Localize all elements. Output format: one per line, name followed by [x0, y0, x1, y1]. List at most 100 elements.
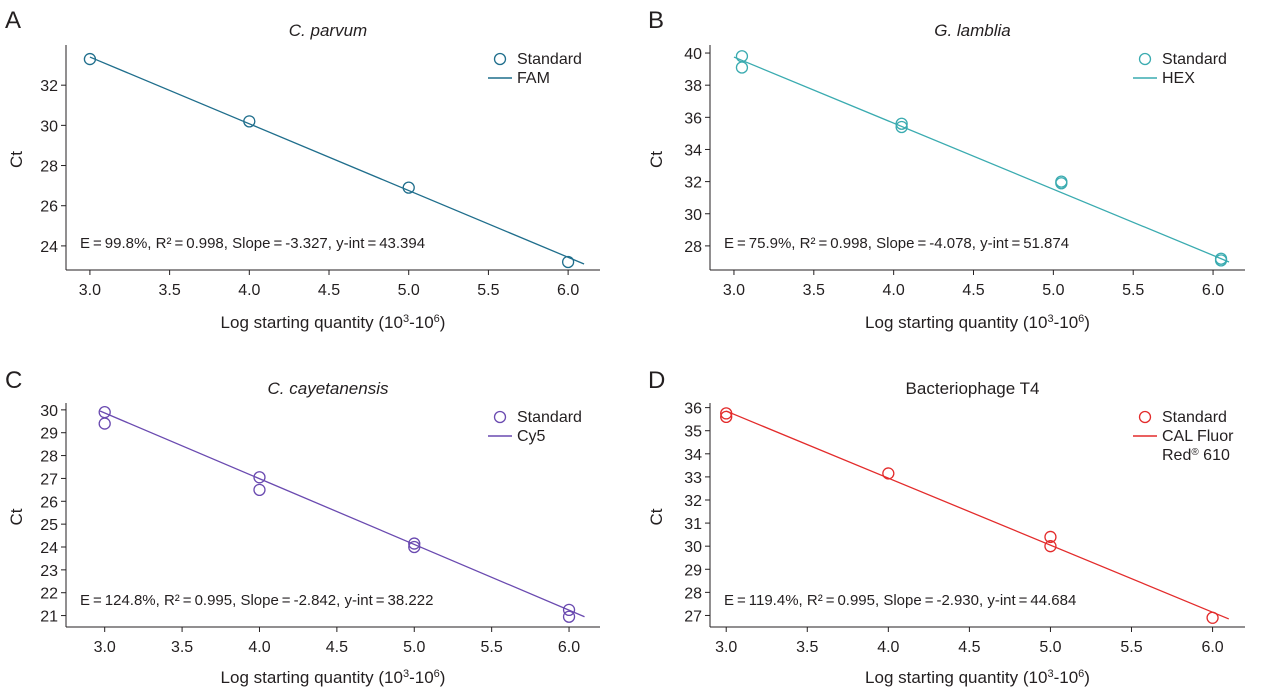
y-tick-label: 33	[684, 470, 702, 487]
data-point	[1214, 254, 1228, 267]
x-axis-label-sup: 6	[434, 313, 440, 325]
x-tick-label: 3.0	[94, 639, 116, 656]
x-axis-label-text: )	[1084, 668, 1090, 687]
data-point	[243, 115, 256, 128]
y-tick-label: 30	[684, 539, 702, 556]
y-tick-label: 32	[684, 175, 702, 192]
fit-line	[733, 56, 1230, 263]
data-point	[562, 610, 576, 623]
y-tick-label: 29	[40, 426, 58, 443]
data-point	[562, 603, 576, 617]
x-tick-label: 4.0	[883, 282, 905, 299]
y-tick-label: 34	[684, 447, 702, 464]
data-point	[561, 255, 575, 269]
y-tick-label: 22	[40, 586, 58, 603]
x-tick-label: 5.0	[398, 282, 420, 299]
y-tick-label: 24	[40, 239, 58, 256]
y-tick-label: 30	[40, 118, 58, 135]
legend-label-series: FAM	[517, 70, 550, 87]
legend-label-series: HEX	[1162, 70, 1195, 87]
y-tick-label: 40	[684, 46, 702, 63]
data-point	[253, 483, 266, 497]
x-axis-label-text: Log starting quantity (10	[221, 668, 403, 687]
fit-line	[99, 410, 585, 618]
panel-letter: A	[5, 7, 21, 34]
data-point	[895, 117, 908, 130]
y-tick-label: 28	[40, 159, 58, 176]
data-point	[1044, 530, 1057, 544]
legend-marker	[493, 410, 507, 424]
panel-c: C C. cayetanensis 3.0 3.5 4.0 4.5 5.0 5.5 6.0 21 2…	[5, 367, 600, 687]
data-point	[98, 405, 111, 419]
chart-title: C. parvum	[289, 21, 367, 40]
x-tick-label: 6.0	[1202, 282, 1224, 299]
x-axis-label-sup: 6	[1078, 313, 1084, 325]
panel-d: D Bacteriophage T4 3.0 3.5 4.0 4.5 5.0 5.5 6.0 27…	[647, 367, 1245, 687]
fit-line	[89, 56, 585, 265]
x-tick-label: 3.0	[715, 639, 737, 656]
x-axis-label-text: Log starting quantity (10	[221, 313, 403, 332]
y-axis-label: Ct	[647, 151, 666, 168]
data-point	[1055, 177, 1068, 190]
x-tick-label: 5.5	[477, 282, 499, 299]
chart-title: C. cayetanensis	[268, 379, 389, 398]
x-tick-label: 4.0	[877, 639, 899, 656]
y-tick-label: 26	[40, 494, 58, 511]
x-axis-label: Log starting quantity (103-106)	[865, 668, 1090, 687]
y-tick-label: 38	[684, 78, 702, 95]
y-tick-label: 29	[684, 562, 702, 579]
y-tick-label: 28	[40, 449, 58, 466]
legend-label-standard: Standard	[1162, 409, 1227, 426]
x-tick-label: 5.5	[1122, 282, 1144, 299]
x-tick-label: 5.0	[403, 639, 425, 656]
data-point	[408, 537, 421, 550]
legend-label-standard: Standard	[517, 51, 582, 68]
y-tick-label: 28	[684, 239, 702, 256]
y-tick-label: 35	[684, 424, 702, 441]
y-tick-label: 34	[684, 142, 702, 159]
x-axis-label-sup: 3	[403, 313, 409, 325]
y-tick-label: 28	[684, 585, 702, 602]
x-axis-label-text: -10	[409, 668, 434, 687]
y-axis-label: Ct	[647, 508, 666, 525]
y-tick-label: 30	[40, 403, 58, 420]
x-tick-label: 4.5	[326, 639, 348, 656]
x-axis-label-text: )	[440, 668, 446, 687]
x-tick-label: 4.0	[248, 639, 270, 656]
x-axis-label-text: -10	[1054, 668, 1079, 687]
data-point	[83, 52, 97, 66]
x-tick-label: 4.5	[318, 282, 340, 299]
legend-marker	[1138, 410, 1152, 424]
legend-label-series: CAL Fluor	[1162, 428, 1234, 445]
panel-a: A C. parvum 3.0 3.5 4.0 4.5 5.0 5.5 6.0 24 26 28 30 3…	[5, 7, 600, 332]
x-axis-label-text: -10	[409, 313, 434, 332]
x-tick-label: 4.5	[958, 639, 980, 656]
data-point	[408, 540, 421, 554]
x-tick-label: 6.0	[1201, 639, 1223, 656]
y-tick-label: 25	[40, 517, 58, 534]
x-axis-label-sup: 6	[434, 668, 440, 680]
y-tick-label: 21	[40, 609, 58, 626]
x-tick-label: 5.5	[481, 639, 503, 656]
regression-stats: E = 119.4%, R² = 0.995, Slope = -2.930, …	[724, 592, 1076, 609]
data-point	[253, 471, 266, 484]
x-tick-label: 3.5	[803, 282, 825, 299]
regression-stats: E = 124.8%, R² = 0.995, Slope = -2.842, …	[80, 592, 433, 609]
x-tick-label: 3.5	[171, 639, 193, 656]
y-tick-label: 26	[40, 199, 58, 216]
y-tick-label: 30	[684, 207, 702, 224]
data-point	[720, 407, 733, 420]
y-tick-label: 32	[684, 493, 702, 510]
data-point	[895, 120, 908, 134]
x-tick-label: 3.0	[79, 282, 101, 299]
x-axis-label-sup: 3	[403, 668, 409, 680]
panel-letter: C	[5, 367, 22, 394]
y-tick-label: 36	[684, 401, 702, 418]
x-tick-label: 6.0	[557, 282, 579, 299]
chart-title: G. lamblia	[934, 21, 1011, 40]
legend-label-standard: Standard	[1162, 51, 1227, 68]
data-point	[98, 417, 111, 430]
x-axis-label-text: )	[440, 313, 446, 332]
